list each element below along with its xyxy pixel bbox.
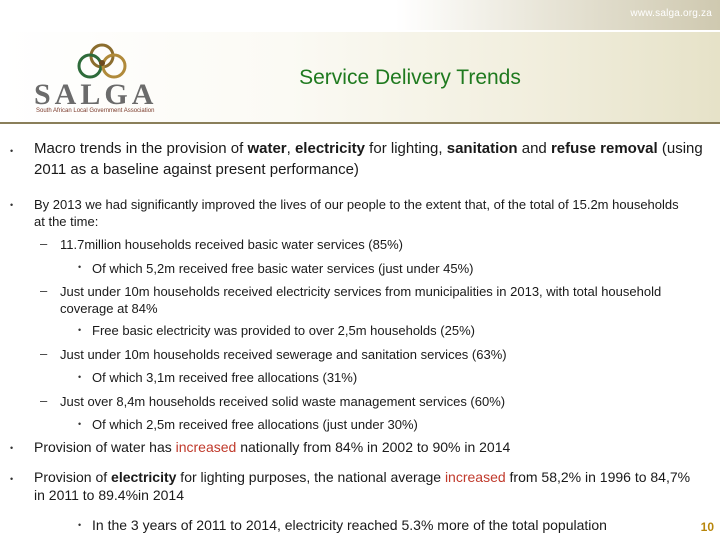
bullet-electricity-reach: In the 3 years of 2011 to 2014, electric… [92, 517, 607, 533]
sub-sanitation-free: Of which 3,1m received free allocations … [92, 370, 358, 385]
bullet-marker: • [78, 325, 82, 335]
dash-marker: – [40, 393, 48, 408]
bullet-marker: • [10, 474, 14, 484]
bullet-water-provision: Provision of water has increased nationa… [34, 439, 511, 455]
bullet-marker: • [10, 200, 14, 210]
bullet-2013-improvement: By 2013 we had significantly improved th… [34, 197, 679, 229]
page-number: 10 [700, 520, 714, 534]
bullet-macro-trends: Macro trends in the provision of water, … [34, 140, 703, 178]
bullet-marker: • [10, 443, 14, 453]
header-divider [0, 122, 720, 124]
page-title: Service Delivery Trends [299, 66, 521, 89]
sub-sanitation: Just under 10m households received sewer… [60, 347, 507, 362]
sub-water: 11.7million households received basic wa… [60, 237, 403, 252]
sub-waste-free: Of which 2,5m received free allocations … [92, 417, 418, 432]
top-stripe [0, 0, 720, 30]
bullet-marker: • [78, 419, 82, 429]
bullet-marker: • [78, 372, 82, 382]
sub-waste: Just over 8,4m households received solid… [60, 394, 506, 409]
sub-electricity-free: Free basic electricity was provided to o… [92, 323, 475, 338]
logo-wordmark: SALGA [34, 78, 158, 111]
dash-marker: – [40, 236, 48, 251]
bullet-marker: • [78, 520, 82, 530]
sub-electricity: Just under 10m households received elect… [60, 284, 662, 316]
sub-water-free: Of which 5,2m received free basic water … [92, 261, 474, 276]
slide-header [0, 32, 720, 122]
site-url: www.salga.org.za [630, 8, 712, 19]
bullet-electricity-provision: Provision of electricity for lighting pu… [34, 469, 691, 503]
logo-emblem-icon [77, 43, 127, 79]
bullet-marker: • [10, 146, 14, 156]
logo-tagline: South African Local Government Associati… [36, 108, 155, 114]
top-bar: www.salga.org.za [0, 0, 720, 32]
dash-marker: – [40, 346, 48, 361]
bullet-marker: • [78, 262, 82, 272]
salga-logo [30, 38, 190, 120]
dash-marker: – [40, 283, 48, 298]
